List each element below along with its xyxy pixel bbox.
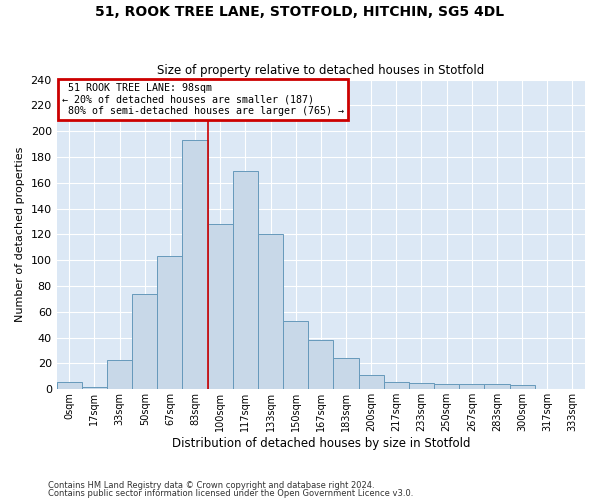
Bar [459,384,484,390]
Bar [233,171,258,390]
Bar [283,321,308,390]
Bar [434,384,459,390]
Bar [509,386,535,390]
Text: 51 ROOK TREE LANE: 98sqm
← 20% of detached houses are smaller (187)
 80% of semi: 51 ROOK TREE LANE: 98sqm ← 20% of detach… [62,82,344,116]
Bar [208,224,233,390]
Bar [132,294,157,390]
X-axis label: Distribution of detached houses by size in Stotfold: Distribution of detached houses by size … [172,437,470,450]
Y-axis label: Number of detached properties: Number of detached properties [15,146,25,322]
Text: Contains public sector information licensed under the Open Government Licence v3: Contains public sector information licen… [48,489,413,498]
Bar [182,140,208,390]
Text: 51, ROOK TREE LANE, STOTFOLD, HITCHIN, SG5 4DL: 51, ROOK TREE LANE, STOTFOLD, HITCHIN, S… [95,5,505,19]
Bar [107,360,132,390]
Bar [82,386,107,390]
Bar [334,358,359,390]
Bar [409,383,434,390]
Bar [258,234,283,390]
Title: Size of property relative to detached houses in Stotfold: Size of property relative to detached ho… [157,64,484,77]
Bar [56,382,82,390]
Bar [157,256,182,390]
Bar [308,340,334,390]
Bar [384,382,409,390]
Text: Contains HM Land Registry data © Crown copyright and database right 2024.: Contains HM Land Registry data © Crown c… [48,480,374,490]
Bar [359,375,384,390]
Bar [484,384,509,390]
